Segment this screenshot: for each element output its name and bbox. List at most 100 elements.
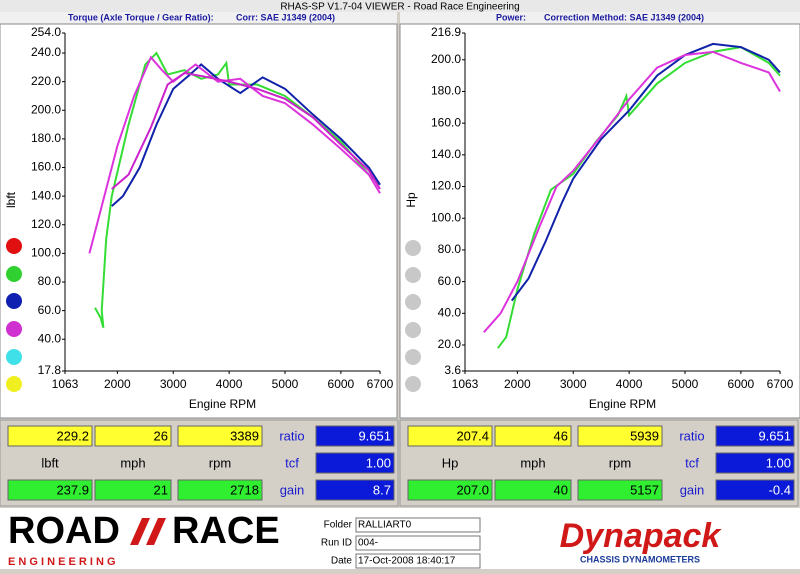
y-tick-label: 254.0 bbox=[31, 25, 61, 39]
y-tick-label: 100.0 bbox=[31, 246, 61, 260]
readout-value-box bbox=[94, 479, 172, 501]
x-tick-label: 3000 bbox=[560, 377, 587, 391]
y-tick-label: 200.0 bbox=[431, 52, 461, 66]
field-box bbox=[355, 553, 481, 569]
readout-label: ratio bbox=[279, 428, 304, 443]
readout-value: 21 bbox=[154, 482, 168, 497]
x-tick-label: 6700 bbox=[367, 377, 394, 391]
readout-setting: 9.651 bbox=[758, 428, 791, 443]
channel-dot[interactable] bbox=[6, 321, 22, 337]
x-tick-label: 3000 bbox=[160, 377, 187, 391]
readout-setting: -0.4 bbox=[769, 482, 791, 497]
readout-value-box bbox=[177, 479, 263, 501]
channel-buttons[interactable] bbox=[6, 238, 421, 392]
readout-value-box bbox=[177, 425, 263, 447]
chart-subtitle: Correction Method: SAE J1349 (2004) bbox=[544, 12, 704, 22]
channel-dot[interactable] bbox=[405, 267, 421, 283]
field-label: Folder bbox=[324, 520, 353, 531]
readout-setting-box bbox=[315, 425, 395, 447]
readout-value-box bbox=[407, 479, 493, 501]
y-tick-label: 120.0 bbox=[431, 179, 461, 193]
readout-setting-box bbox=[715, 425, 795, 447]
readout-unit: rpm bbox=[609, 455, 631, 470]
readout-unit: Hp bbox=[442, 455, 459, 470]
readout-unit: rpm bbox=[209, 455, 231, 470]
series-line bbox=[510, 42, 781, 302]
chart-subtitle: Corr: SAE J1349 (2004) bbox=[236, 12, 335, 22]
readout-setting: 9.651 bbox=[358, 428, 391, 443]
channel-dot[interactable] bbox=[405, 294, 421, 310]
y-tick-label: 120.0 bbox=[31, 217, 61, 231]
readout-label: tcf bbox=[285, 455, 299, 470]
y-tick-label: 140.0 bbox=[31, 188, 61, 202]
logo-stripes bbox=[130, 518, 166, 545]
readout-label: gain bbox=[280, 482, 305, 497]
channel-dot[interactable] bbox=[405, 349, 421, 365]
readout-setting: 1.00 bbox=[766, 455, 791, 470]
y-tick-label: 60.0 bbox=[38, 303, 62, 317]
readout-label: gain bbox=[680, 482, 705, 497]
field-value: 004- bbox=[358, 538, 378, 549]
y-tick-label: 60.0 bbox=[438, 274, 462, 288]
x-tick-label: 4000 bbox=[616, 377, 643, 391]
y-tick-label: 40.0 bbox=[438, 305, 462, 319]
readout-value-box bbox=[577, 479, 663, 501]
readout-unit: mph bbox=[520, 455, 545, 470]
chart-panel bbox=[399, 23, 800, 419]
x-axis-label: Engine RPM bbox=[589, 397, 656, 411]
readout-value-box bbox=[577, 425, 663, 447]
field-value: RALLIART0 bbox=[358, 520, 412, 531]
series-line bbox=[88, 55, 381, 254]
channel-dot[interactable] bbox=[6, 376, 22, 392]
readout-label: tcf bbox=[685, 455, 699, 470]
readout-value: 2718 bbox=[230, 482, 259, 497]
logo: ROAD bbox=[8, 510, 120, 552]
readout-value-box bbox=[407, 425, 493, 447]
y-tick-label: 180.0 bbox=[431, 84, 461, 98]
readout-setting: 8.7 bbox=[373, 482, 391, 497]
x-tick-label: 6700 bbox=[767, 377, 794, 391]
chart-title: Power: bbox=[496, 12, 526, 22]
readout-value: 207.4 bbox=[456, 428, 489, 443]
field-label: Date bbox=[331, 556, 353, 567]
readout-unit: mph bbox=[120, 455, 145, 470]
brand: Dynapack bbox=[560, 517, 723, 555]
x-tick-label: 4000 bbox=[216, 377, 243, 391]
chart-title: Torque (Axle Torque / Gear Ratio): bbox=[68, 12, 214, 22]
channel-dot[interactable] bbox=[405, 376, 421, 392]
channel-dot[interactable] bbox=[6, 238, 22, 254]
readout-unit: lbft bbox=[41, 455, 59, 470]
logo-sub: E N G I N E E R I N G bbox=[8, 556, 116, 568]
readout-value: 46 bbox=[554, 428, 568, 443]
readout-setting-box bbox=[315, 479, 395, 501]
channel-dot[interactable] bbox=[6, 293, 22, 309]
header-right bbox=[400, 12, 800, 24]
field-value: 17-Oct-2008 18:40:17 bbox=[358, 556, 456, 567]
readout-value: 229.2 bbox=[56, 428, 89, 443]
y-tick-label: 216.9 bbox=[431, 25, 461, 39]
channel-dot[interactable] bbox=[405, 322, 421, 338]
window-title: RHAS-SP V1.7-04 VIEWER - Road Race Engin… bbox=[280, 2, 519, 13]
readout-value: 237.9 bbox=[56, 482, 89, 497]
x-tick-label: 2000 bbox=[104, 377, 131, 391]
readout-value: 40 bbox=[554, 482, 568, 497]
y-tick-label: 3.6 bbox=[444, 363, 461, 377]
readout-value: 3389 bbox=[230, 428, 259, 443]
y-tick-label: 160.0 bbox=[431, 115, 461, 129]
y-tick-label: 80.0 bbox=[438, 242, 462, 256]
logo: RACE bbox=[172, 510, 280, 552]
y-tick-label: 100.0 bbox=[431, 210, 461, 224]
channel-dot[interactable] bbox=[6, 349, 22, 365]
chart-panel bbox=[0, 23, 398, 419]
channel-dot[interactable] bbox=[405, 240, 421, 256]
x-tick-label: 6000 bbox=[328, 377, 355, 391]
channel-dot[interactable] bbox=[6, 266, 22, 282]
y-tick-label: 240.0 bbox=[31, 45, 61, 59]
y-tick-label: 140.0 bbox=[431, 147, 461, 161]
series-line bbox=[111, 72, 381, 190]
x-tick-label: 5000 bbox=[272, 377, 299, 391]
header-left bbox=[0, 12, 397, 24]
x-tick-label: 6000 bbox=[728, 377, 755, 391]
x-tick-label: 5000 bbox=[672, 377, 699, 391]
